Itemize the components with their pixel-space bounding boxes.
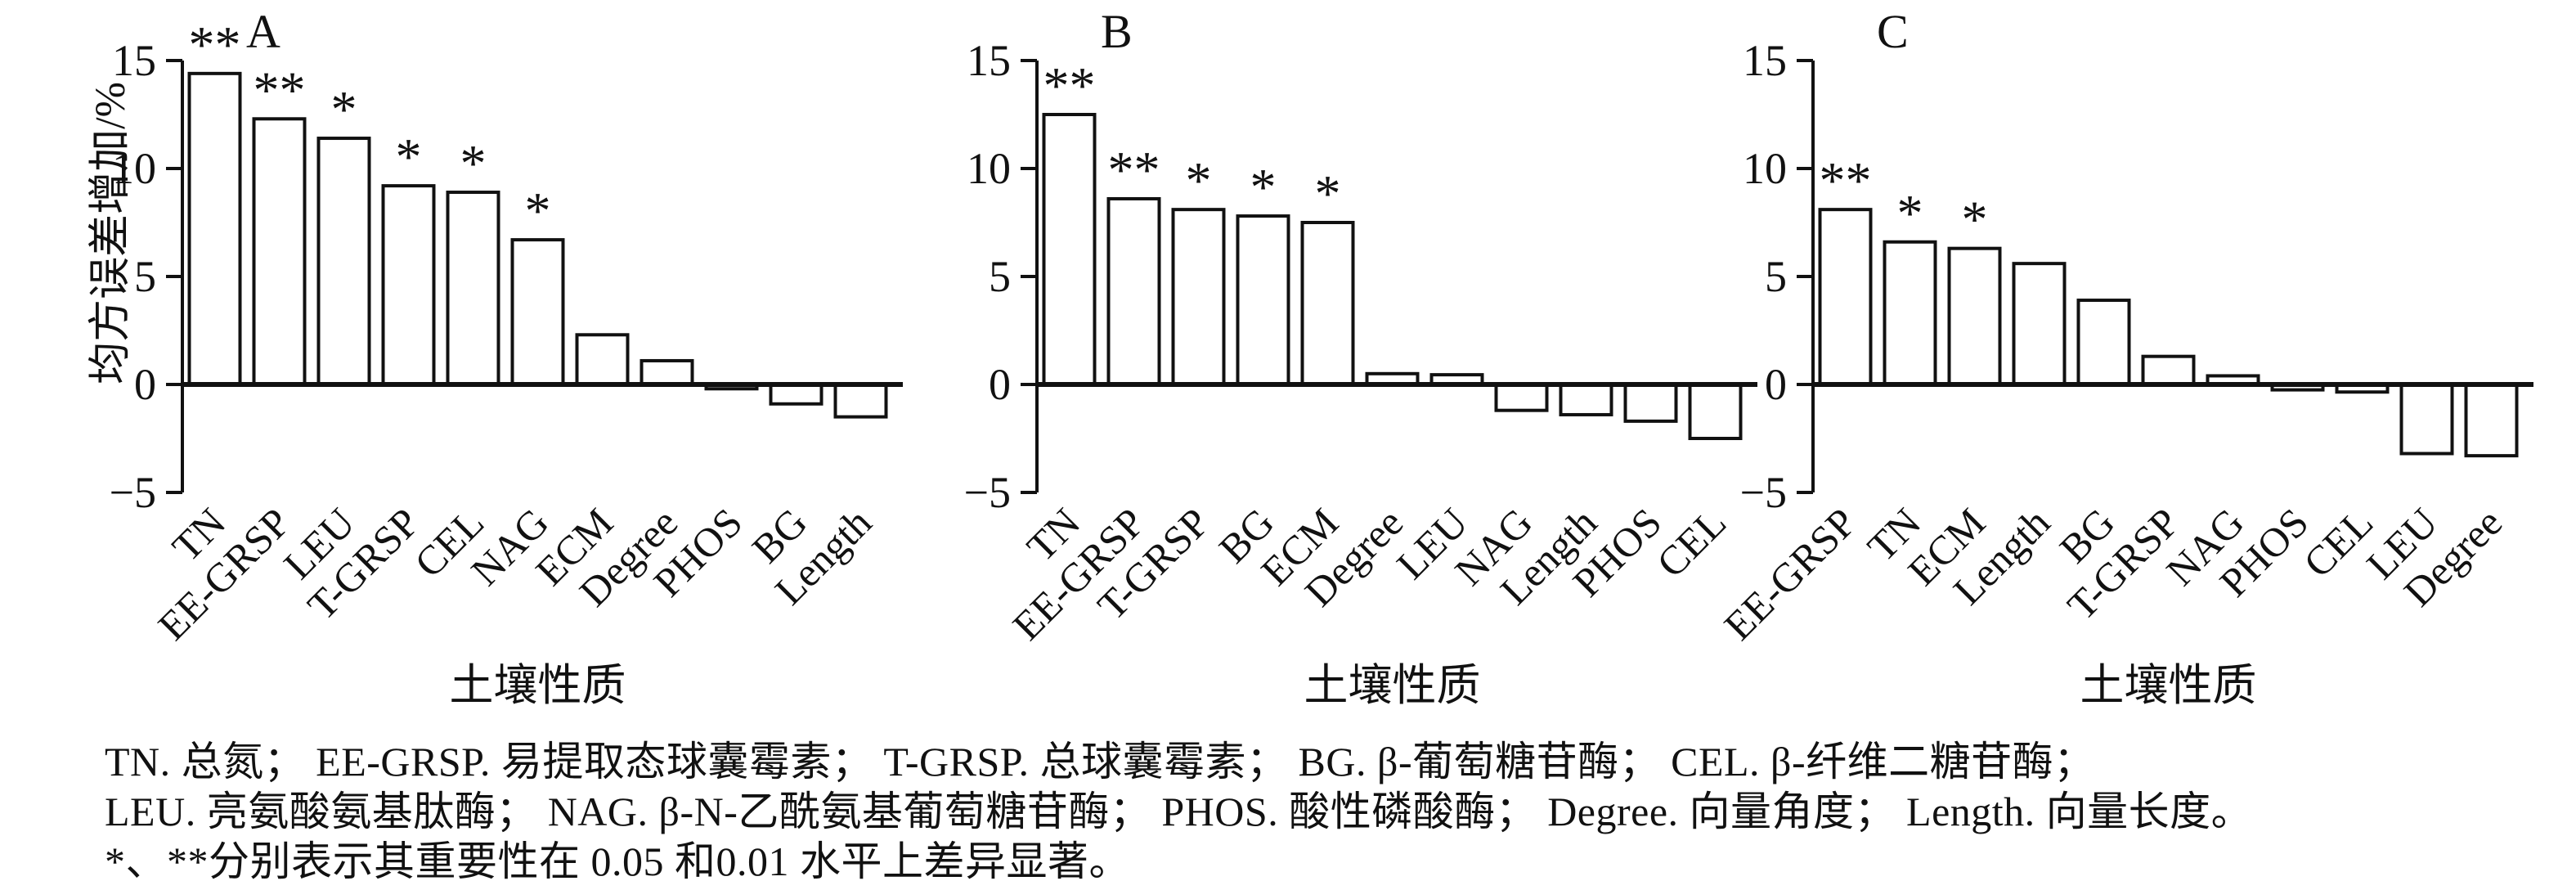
bar-Length [833, 383, 888, 419]
bar-EE-GRSP [252, 117, 307, 386]
significance-marker: ** [254, 61, 306, 119]
bar-Length [2012, 262, 2067, 386]
x-tick-label: EE-GRSP [1715, 499, 1865, 649]
bar-chart-panel-C: 151050−5**EE-GRSP*TN*ECMLengthBGT-GRSPNA… [1715, 5, 2533, 710]
significance-marker: * [1962, 191, 1988, 249]
bar-BG [769, 383, 824, 406]
significance-marker: * [460, 134, 487, 192]
x-tick-label: CEL [1648, 499, 1735, 586]
x-tick-label: CEL [2295, 499, 2381, 586]
caption-line-significance-note: *、**分别表示其重要性在 0.05 和0.01 水平上差异显著。 [105, 838, 1130, 884]
significance-marker: * [1186, 151, 1212, 209]
y-tick-label: 0 [989, 360, 1011, 409]
bar-ECM [1947, 246, 2002, 386]
x-axis-title: 土壤性质 [450, 661, 626, 710]
bar-T-GRSP [2141, 354, 2196, 386]
bar-CEL [446, 191, 500, 386]
significance-marker: * [331, 80, 357, 138]
significance-marker: ** [1108, 141, 1160, 199]
bar-ECM [575, 333, 630, 386]
significance-marker: ** [1043, 56, 1096, 115]
panel-letter: C [1877, 5, 1909, 58]
significance-marker: * [1250, 158, 1277, 216]
bar-BG [2076, 299, 2131, 387]
bar-TN [187, 71, 242, 386]
bar-ECM [1300, 221, 1355, 386]
y-tick-label: 15 [967, 36, 1011, 85]
bar-Degree [2464, 383, 2519, 458]
significance-marker: * [396, 128, 422, 186]
y-tick-label: −5 [964, 468, 1011, 517]
y-tick-label: −5 [110, 468, 156, 517]
bar-NAG [1494, 383, 1549, 412]
panel-letter: A [246, 5, 280, 58]
bar-TN [1883, 240, 1937, 387]
bar-chart-panel-A: 151050−5**TN**EE-GRSP*LEU*T-GRSP*CEL*NAG… [88, 5, 903, 710]
bar-EE-GRSP [1106, 196, 1161, 386]
y-tick-label: 10 [112, 144, 156, 193]
bar-PHOS [1623, 383, 1678, 423]
significance-marker: * [1897, 184, 1923, 242]
y-tick-label: 15 [112, 36, 156, 85]
bar-LEU [316, 137, 371, 386]
caption-line-abbreviations-2: LEU. 亮氨酸氨基肽酶； NAG. β-N-乙酰氨基葡萄糖苷酶； PHOS. … [105, 789, 2253, 834]
panel-letter: B [1101, 5, 1133, 58]
y-tick-label: 0 [134, 360, 156, 409]
bar-T-GRSP [381, 184, 436, 386]
significance-marker: * [1315, 164, 1341, 222]
bar-T-GRSP [1171, 208, 1226, 386]
y-tick-label: 5 [1765, 252, 1787, 301]
significance-marker: ** [189, 16, 241, 74]
x-axis-title: 土壤性质 [2080, 661, 2257, 710]
bar-LEU [2399, 383, 2454, 456]
significance-marker: ** [1820, 151, 1872, 209]
y-axis-title: 均方误差增加/% [88, 82, 134, 384]
bar-chart-panel-B: 151050−5**TN**EE-GRSP*T-GRSP*BG*ECMDegre… [964, 5, 1757, 710]
y-tick-label: 15 [1743, 36, 1787, 85]
bar-BG [1236, 214, 1290, 386]
bar-Length [1559, 383, 1613, 416]
bar-TN [1042, 113, 1097, 386]
y-tick-label: 10 [967, 144, 1011, 193]
y-tick-label: 0 [1765, 360, 1787, 409]
bar-EE-GRSP [1818, 208, 1873, 386]
y-tick-label: 5 [134, 252, 156, 301]
bar-Degree [640, 358, 694, 386]
caption-line-abbreviations-1: TN. 总氮； EE-GRSP. 易提取态球囊霉素； T-GRSP. 总球囊霉素… [105, 739, 2095, 784]
y-tick-label: −5 [1740, 468, 1787, 517]
bar-NAG [510, 238, 565, 386]
figure-caption: TN. 总氮； EE-GRSP. 易提取态球囊霉素； T-GRSP. 总球囊霉素… [105, 737, 2550, 887]
y-tick-label: 10 [1743, 144, 1787, 193]
bar-charts-canvas: 151050−5**TN**EE-GRSP*LEU*T-GRSP*CEL*NAG… [88, 5, 2533, 710]
x-axis-title: 土壤性质 [1304, 661, 1481, 710]
y-tick-label: 5 [989, 252, 1011, 301]
bar-CEL [1688, 383, 1743, 440]
significance-marker: * [525, 182, 551, 240]
